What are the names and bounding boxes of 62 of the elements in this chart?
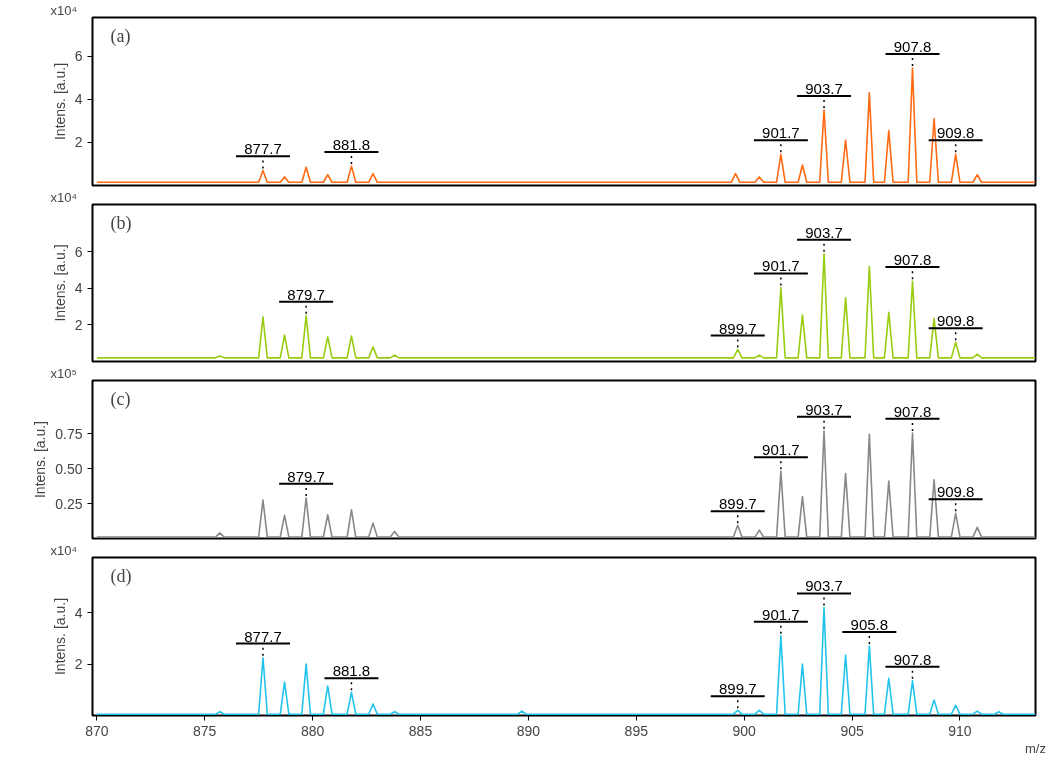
- annotation: 901.7: [762, 605, 800, 623]
- y-tick-label: 6: [74, 243, 83, 260]
- y-tick-label: 6: [74, 48, 83, 65]
- annotation: 909.8: [936, 312, 975, 330]
- text: x10⁴: [50, 542, 78, 558]
- annotation: 899.7: [718, 495, 757, 513]
- annotation: 899.7: [718, 680, 757, 698]
- x-tick-label: 910: [948, 722, 972, 739]
- annotation: 903.7: [805, 80, 843, 98]
- x-tick-label: 875: [193, 722, 217, 739]
- annotation: 903.7: [805, 223, 843, 241]
- x-tick-label: 890: [516, 722, 541, 739]
- annotation: 903.7: [805, 400, 843, 418]
- annotation: 903.7: [805, 577, 843, 595]
- x-tick-label: 895: [624, 722, 649, 739]
- annotation: 877.7: [244, 140, 282, 158]
- annotation: 899.7: [718, 319, 757, 337]
- y-tick-label: 2: [74, 656, 83, 673]
- y-axis-title: Intens. [a.u.]: [51, 244, 68, 322]
- annotation: 905.8: [850, 616, 889, 634]
- line-series: [96, 430, 1036, 538]
- annotation: 907.8: [893, 251, 932, 269]
- annotation: 907.8: [893, 38, 932, 56]
- text: x10⁴: [50, 189, 78, 205]
- y-axis-title: Intens. [a.u.]: [51, 62, 68, 141]
- annotation: 907.8: [893, 650, 932, 668]
- y-axis-title: Intens. [a.u.]: [51, 597, 68, 676]
- annotation: 881.8: [332, 662, 371, 680]
- y-tick-label: 2: [74, 316, 83, 333]
- annotation: 901.7: [762, 124, 800, 142]
- annotation: 907.8: [893, 402, 932, 420]
- annotation: (b): [110, 212, 132, 234]
- y-tick-label: 2: [74, 134, 83, 151]
- annotation: 901.7: [762, 257, 800, 275]
- annotation: (d): [110, 565, 132, 587]
- x-tick-label: 905: [840, 722, 864, 739]
- x-axis-title: m/z: [1025, 740, 1046, 756]
- line-series: [96, 252, 1036, 359]
- annotation: 881.8: [332, 136, 371, 154]
- x-tick-label: 885: [408, 722, 433, 739]
- annotation: 901.7: [762, 441, 800, 459]
- y-tick-label: 0.75: [55, 425, 83, 442]
- y-tick-label: 4: [74, 280, 83, 297]
- y-tick-label: 4: [74, 604, 83, 621]
- x-tick-label: 900: [732, 722, 757, 739]
- annotation: 909.8: [936, 124, 975, 142]
- annotation: 879.7: [287, 285, 325, 303]
- annotation: (c): [110, 388, 131, 410]
- y-tick-label: 4: [74, 91, 83, 108]
- annotation: 877.7: [244, 627, 282, 645]
- annotation: 909.8: [936, 483, 975, 501]
- annotation: 879.7: [287, 467, 325, 485]
- line-series: [96, 606, 1036, 716]
- x-tick-label: 880: [300, 722, 325, 739]
- y-axis-title: Intens. [a.u.]: [32, 420, 49, 499]
- line-series: [96, 67, 1036, 184]
- text: x10⁴: [50, 2, 78, 18]
- annotation: (a): [110, 25, 131, 47]
- y-tick-label: 0.50: [55, 460, 83, 477]
- x-tick-label: 870: [85, 722, 109, 739]
- y-tick-label: 0.25: [55, 495, 83, 512]
- text: x10⁵: [50, 365, 77, 381]
